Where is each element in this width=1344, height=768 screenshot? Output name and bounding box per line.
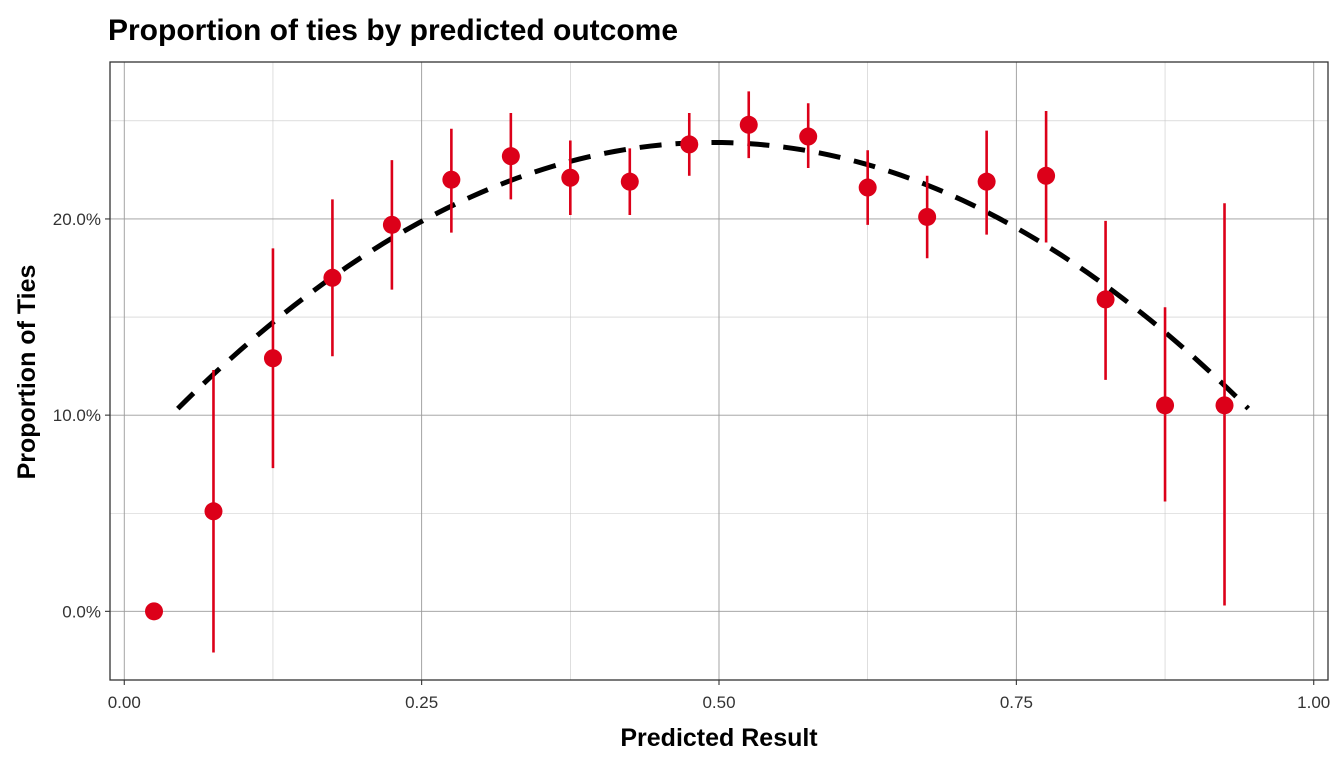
x-tick-label: 0.25 <box>405 693 438 712</box>
grid-lines <box>110 62 1328 680</box>
data-point-group <box>858 150 877 225</box>
y-tick-label: 10.0% <box>53 406 101 425</box>
chart-title: Proportion of ties by predicted outcome <box>108 14 678 47</box>
data-point <box>620 172 639 191</box>
x-axis-title: Predicted Result <box>620 724 818 752</box>
data-point <box>1096 290 1115 309</box>
x-tick-label: 0.50 <box>702 693 735 712</box>
data-point-group <box>799 103 818 168</box>
x-tick-label: 0.75 <box>1000 693 1033 712</box>
data-point-group <box>1156 307 1175 502</box>
y-tick-label: 20.0% <box>53 210 101 229</box>
x-tick-label: 1.00 <box>1297 693 1330 712</box>
data-point <box>918 207 937 226</box>
data-point-group <box>323 199 342 357</box>
data-point-group <box>561 140 580 216</box>
data-point-group <box>204 370 223 653</box>
data-point-group <box>382 160 401 290</box>
data-point <box>442 170 461 189</box>
y-axis-title: Proportion of Ties <box>13 265 41 480</box>
data-point <box>561 168 580 187</box>
data-point <box>799 127 818 146</box>
x-axis-ticks: 0.00 0.25 0.50 0.75 1.00 <box>108 680 1330 712</box>
data-point <box>1215 396 1234 415</box>
data-point <box>1156 396 1175 415</box>
data-point <box>858 178 877 197</box>
y-axis-ticks: 0.0% 10.0% 20.0% <box>53 210 110 621</box>
data-point-group <box>1037 111 1056 243</box>
data-point <box>1037 166 1056 185</box>
data-point-group <box>263 248 282 469</box>
data-point-group <box>620 148 639 216</box>
data-point <box>323 268 342 287</box>
data-point <box>977 172 996 191</box>
data-point-group <box>977 130 996 235</box>
data-point-group <box>501 113 520 200</box>
data-point <box>382 215 401 234</box>
data-point-group <box>145 602 164 621</box>
data-point-group <box>442 128 461 233</box>
data-point <box>739 115 758 134</box>
fit-curve-layer <box>176 139 1251 411</box>
data-point <box>204 502 223 521</box>
data-point <box>145 602 164 621</box>
fit-curve-line <box>176 139 1251 411</box>
data-point-group <box>1096 220 1115 380</box>
data-point-group <box>1215 203 1234 606</box>
x-tick-label: 0.00 <box>108 693 141 712</box>
y-tick-label: 0.0% <box>62 602 101 621</box>
data-point <box>263 349 282 368</box>
data-point-group <box>918 175 937 259</box>
data-point-group <box>739 91 758 159</box>
data-point-group <box>680 113 699 176</box>
data-point <box>680 135 699 154</box>
data-points-layer <box>145 91 1234 653</box>
data-point <box>501 147 520 166</box>
